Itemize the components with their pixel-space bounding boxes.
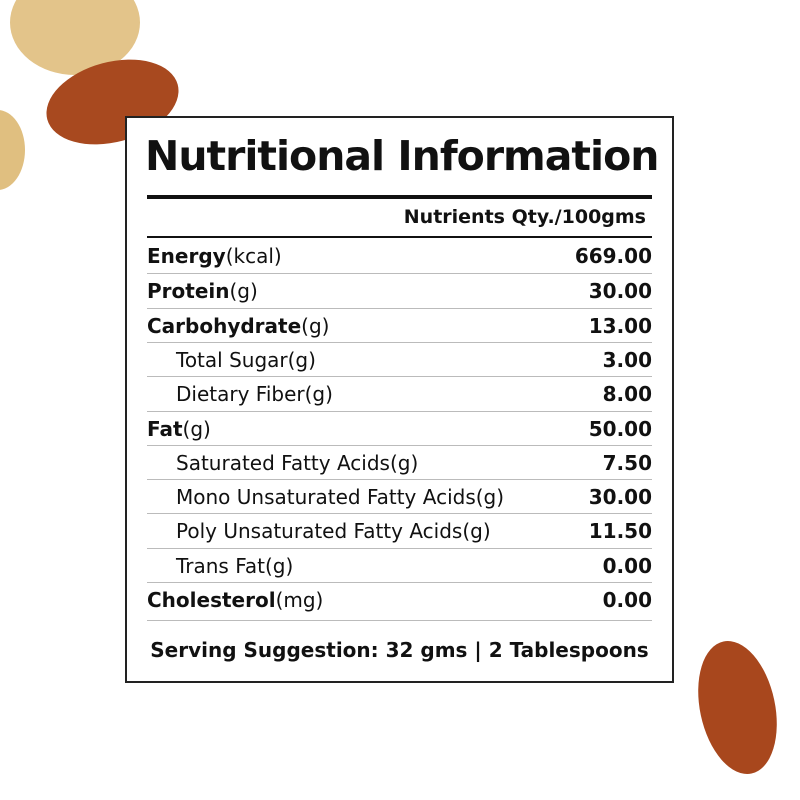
nutrient-name: Trans Fat(g): [176, 553, 294, 578]
nutrient-value: 30.00: [588, 485, 652, 510]
table-row: Mono Unsaturated Fatty Acids(g) 30.00: [147, 479, 652, 514]
nutrient-label: Carbohydrate: [147, 313, 302, 338]
table-row: Carbohydrate(g) 13.00: [147, 307, 652, 343]
nutrient-value: 3.00: [602, 347, 652, 372]
table-row: Cholesterol(mg) 0.00: [147, 582, 652, 617]
nutrient-name: Saturated Fatty Acids(g): [176, 450, 419, 475]
nutrient-unit: (mg): [275, 588, 324, 612]
nutrient-value: 11.50: [588, 519, 652, 544]
table-row: Trans Fat(g) 0.00: [147, 547, 652, 583]
nutrient-value: 7.50: [602, 450, 652, 475]
table-title: Nutritional Information: [145, 132, 659, 180]
nutrient-name: Carbohydrate(g): [147, 314, 329, 338]
peanut-shell-image: [0, 110, 25, 190]
column-header: Nutrients Qty./100gms: [403, 206, 646, 228]
nutrient-name: Cholesterol(mg): [147, 588, 323, 612]
bottom-rule: [147, 620, 652, 621]
header-rule: [147, 236, 652, 238]
table-row: Energy(kcal) 669.00: [147, 239, 652, 273]
nutrient-name: Fat(g): [147, 417, 211, 441]
nutrient-label: Fat: [147, 416, 183, 441]
table-row: Total Sugar(g) 3.00: [147, 341, 652, 377]
title-rule: [147, 195, 652, 199]
nutrient-value: 50.00: [588, 416, 652, 441]
nutrient-value: 0.00: [602, 553, 652, 578]
nutrient-label: Cholesterol: [147, 588, 276, 612]
nutrient-name: Protein(g): [147, 279, 258, 303]
nutrient-name: Poly Unsaturated Fatty Acids(g): [176, 519, 491, 544]
nutrient-value: 0.00: [602, 588, 652, 612]
nutrient-unit: (g): [229, 279, 258, 304]
nutrient-value: 8.00: [602, 382, 652, 407]
table-row: Dietary Fiber(g) 8.00: [147, 376, 652, 411]
nutrient-value: 30.00: [588, 279, 652, 304]
nutrient-name: Total Sugar(g): [176, 347, 316, 372]
table-row: Poly Unsaturated Fatty Acids(g) 11.50: [147, 513, 652, 548]
nutrient-label: Protein: [147, 279, 230, 304]
serving-suggestion: Serving Suggestion: 32 gms | 2 Tablespoo…: [150, 638, 649, 662]
peanut-kernel-image: [686, 633, 789, 782]
nutrient-unit: (g): [301, 313, 330, 338]
nutrition-table: Nutritional Information Nutrients Qty./1…: [125, 116, 674, 683]
table-row: Saturated Fatty Acids(g) 7.50: [147, 444, 652, 480]
nutrient-label: Energy: [147, 244, 226, 268]
nutrient-value: 13.00: [588, 313, 652, 338]
nutrient-name: Energy(kcal): [147, 244, 282, 268]
nutrient-name: Dietary Fiber(g): [176, 382, 333, 407]
table-row: Fat(g) 50.00: [147, 410, 652, 446]
nutrient-name: Mono Unsaturated Fatty Acids(g): [176, 485, 505, 510]
nutrient-value: 669.00: [574, 244, 652, 268]
nutrient-unit: (kcal): [225, 244, 282, 268]
nutrient-unit: (g): [182, 416, 211, 441]
table-row: Protein(g) 30.00: [147, 273, 652, 308]
